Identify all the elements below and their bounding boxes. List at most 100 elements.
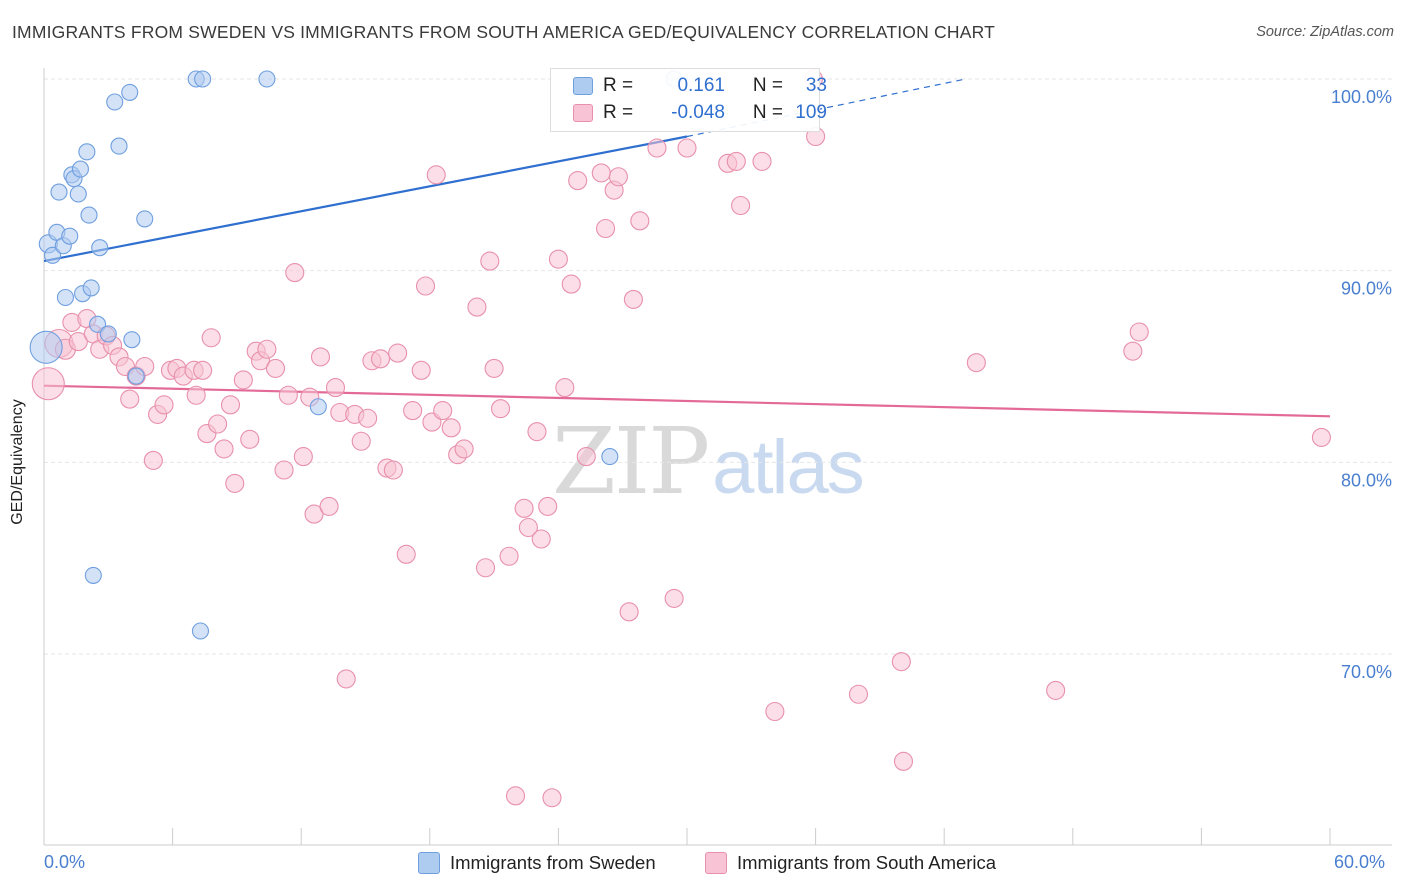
- data-point-south-america: [1046, 680, 1066, 700]
- data-point-south-america: [726, 151, 746, 171]
- data-point-south-america: [257, 339, 277, 359]
- data-point-south-america: [454, 439, 474, 459]
- data-point-sweden: [44, 246, 62, 264]
- data-point-south-america: [664, 588, 684, 608]
- data-point-sweden: [309, 398, 327, 416]
- data-point-south-america: [490, 399, 511, 419]
- data-point-south-america: [143, 450, 163, 470]
- data-point-sweden: [61, 227, 79, 245]
- y-tick-labels: 100.0% 90.0% 80.0% 70.0%: [1331, 87, 1392, 682]
- data-point-south-america: [31, 367, 65, 401]
- data-point-south-america: [214, 439, 234, 459]
- gridlines: [44, 78, 1392, 655]
- y-tick-label: 80.0%: [1341, 470, 1392, 490]
- legend-label-south-america: Immigrants from South America: [737, 852, 997, 873]
- data-point-south-america: [120, 389, 140, 409]
- data-point-south-america: [561, 274, 581, 294]
- data-point-south-america: [370, 349, 391, 369]
- legend-row-sweden: R = 0.161 N = 33: [573, 74, 827, 98]
- data-point-sweden: [56, 288, 74, 307]
- data-point-south-america: [310, 347, 331, 367]
- data-point-sweden: [106, 93, 124, 111]
- data-point-south-america: [68, 332, 88, 352]
- data-point-south-america: [591, 163, 611, 183]
- trend-line-south-america: [43, 384, 1331, 418]
- data-point-south-america: [293, 447, 313, 467]
- data-point-south-america: [731, 195, 751, 216]
- data-point-south-america: [623, 289, 643, 309]
- data-point-sweden: [194, 70, 212, 88]
- legend-n-value: 33: [805, 75, 827, 96]
- data-point-south-america: [411, 360, 431, 380]
- data-point-south-america: [891, 652, 911, 672]
- data-point-sweden: [601, 448, 619, 466]
- data-point-south-america: [499, 546, 519, 566]
- data-point-south-america: [433, 401, 453, 421]
- data-point-south-america: [186, 385, 206, 405]
- legend-row-south-america: R = -0.048 N = 109: [573, 101, 827, 125]
- data-point-south-america: [388, 343, 408, 363]
- legend-item-south-america[interactable]: Immigrants from South America: [705, 852, 996, 874]
- y-tick-label: 70.0%: [1341, 662, 1392, 682]
- data-point-south-america: [336, 669, 356, 689]
- chart-title: IMMIGRANTS FROM SWEDEN VS IMMIGRANTS FRO…: [12, 22, 995, 42]
- data-point-south-america: [351, 431, 371, 451]
- data-point-south-america: [154, 395, 174, 415]
- data-point-sweden: [136, 210, 154, 228]
- watermark-atlas: atlas: [712, 425, 865, 510]
- data-point-sweden: [71, 160, 89, 178]
- data-point-sweden: [84, 566, 102, 584]
- data-point-sweden: [110, 137, 128, 155]
- data-point-south-america: [548, 249, 568, 269]
- x-tick-label-max: 60.0%: [1334, 852, 1386, 872]
- data-point-south-america: [383, 460, 403, 480]
- data-point-sweden: [89, 315, 107, 333]
- data-point-south-america: [527, 422, 547, 442]
- legend-r-value: -0.048: [671, 102, 725, 123]
- data-point-south-america: [966, 353, 986, 373]
- data-point-south-america: [1123, 341, 1143, 361]
- data-point-south-america: [304, 504, 324, 524]
- legend-n-value: 109: [795, 102, 827, 123]
- data-point-sweden: [82, 279, 100, 297]
- data-point-south-america: [619, 602, 639, 622]
- data-point-sweden: [29, 330, 63, 364]
- data-point-south-america: [240, 429, 260, 449]
- data-point-south-america: [225, 473, 245, 493]
- data-point-south-america: [358, 408, 378, 428]
- data-point-sweden: [78, 143, 96, 161]
- data-point-south-america: [480, 251, 500, 271]
- data-point-south-america: [201, 328, 221, 348]
- stats-legend: R = 0.161 N = 33 R = -0.048 N = 109: [550, 68, 827, 132]
- data-point-south-america: [848, 684, 869, 704]
- data-point-sweden: [191, 622, 210, 640]
- data-point-south-america: [220, 395, 241, 415]
- data-point-south-america: [278, 385, 298, 405]
- data-point-south-america: [596, 218, 616, 239]
- data-point-south-america: [208, 414, 228, 434]
- data-point-south-america: [265, 358, 286, 378]
- legend-item-sweden[interactable]: Immigrants from Sweden: [418, 852, 656, 874]
- data-point-sweden: [127, 367, 145, 385]
- data-point-south-america: [1311, 427, 1331, 447]
- data-point-south-america: [542, 788, 562, 808]
- data-point-south-america: [475, 558, 496, 578]
- data-point-south-america: [531, 529, 551, 549]
- legend-label-sweden: Immigrants from Sweden: [450, 852, 656, 873]
- data-point-south-america: [233, 370, 253, 390]
- data-point-south-america: [505, 786, 526, 806]
- data-point-sweden: [50, 183, 68, 201]
- data-point-south-america: [555, 378, 575, 398]
- data-point-south-america: [441, 418, 461, 438]
- series-south-america: [31, 69, 1331, 808]
- series-legend: Immigrants from Sweden Immigrants from S…: [0, 852, 1406, 878]
- series-sweden: [29, 70, 683, 640]
- data-point-south-america: [426, 165, 446, 185]
- data-point-south-america: [576, 447, 596, 467]
- data-point-south-america: [630, 211, 650, 231]
- data-point-south-america: [647, 138, 667, 158]
- data-point-south-america: [518, 517, 538, 538]
- data-point-south-america: [396, 544, 416, 564]
- data-point-south-america: [285, 263, 305, 283]
- data-point-south-america: [1129, 322, 1149, 342]
